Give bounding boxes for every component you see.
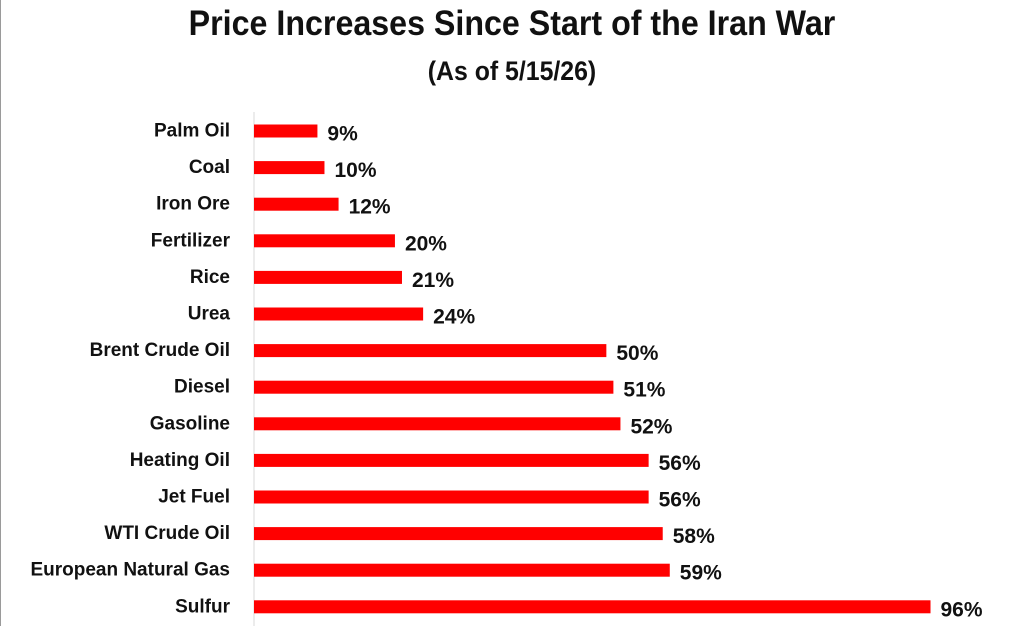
category-label: Sulfur [175, 596, 230, 617]
data-label: 50% [616, 342, 658, 365]
bar-row: Urea 24% [188, 304, 476, 329]
bar [254, 563, 670, 577]
data-label: 56% [659, 452, 701, 475]
bar [254, 453, 649, 467]
chart-subtitle: (As of 5/15/26) [427, 56, 597, 86]
bar-row: Gasoline 52% [150, 413, 673, 438]
bar-row: WTI Crude Oil 58% [104, 523, 715, 548]
data-label: 21% [412, 269, 454, 292]
bar-row: Rice 21% [190, 267, 454, 292]
bar [254, 417, 621, 431]
category-label: WTI Crude Oil [104, 523, 230, 544]
bar-row: Sulfur 96% [175, 596, 983, 621]
bar-row: Iron Ore 12% [156, 194, 391, 219]
bar-row: Fertilizer 20% [151, 230, 448, 255]
category-label: Heating Oil [130, 450, 230, 471]
data-label: 24% [433, 306, 475, 329]
category-label: Iron Ore [156, 194, 230, 215]
category-label: Rice [190, 267, 230, 288]
bar [254, 490, 649, 504]
bar-row: Coal 10% [189, 157, 377, 182]
data-label: 51% [623, 379, 665, 402]
data-label: 20% [405, 232, 447, 255]
chart-title: Price Increases Since Start of the Iran … [188, 4, 836, 43]
bar [254, 600, 931, 614]
data-label: 58% [673, 525, 715, 548]
data-label: 10% [334, 159, 376, 182]
category-label: Jet Fuel [158, 487, 230, 508]
category-label: Diesel [174, 377, 230, 398]
bar [254, 161, 325, 175]
bar-row: Heating Oil 56% [130, 450, 701, 475]
frame-border [0, 0, 1, 626]
bar [254, 197, 339, 211]
bar [254, 380, 614, 394]
bar-row: Brent Crude Oil 50% [90, 340, 659, 365]
bar [254, 307, 424, 321]
data-label: 96% [941, 598, 983, 621]
bar [254, 234, 395, 248]
category-label: Coal [189, 157, 230, 178]
bar-row: Jet Fuel 56% [158, 487, 701, 512]
bar [254, 527, 663, 541]
bar-row: Palm Oil 9% [154, 121, 358, 146]
bar [254, 344, 607, 358]
category-label: European Natural Gas [30, 560, 230, 581]
category-label: Urea [188, 304, 231, 325]
data-label: 56% [659, 489, 701, 512]
bar-row: European Natural Gas 59% [30, 560, 722, 585]
category-label: Palm Oil [154, 121, 230, 142]
bar [254, 124, 318, 138]
category-label: Gasoline [150, 413, 230, 434]
data-label: 52% [630, 415, 672, 438]
data-label: 59% [680, 562, 722, 585]
data-label: 12% [349, 196, 391, 219]
bar [254, 270, 402, 284]
category-label: Brent Crude Oil [90, 340, 230, 361]
data-label: 9% [327, 123, 358, 146]
category-label: Fertilizer [151, 230, 231, 251]
bar-row: Diesel 51% [174, 377, 666, 402]
